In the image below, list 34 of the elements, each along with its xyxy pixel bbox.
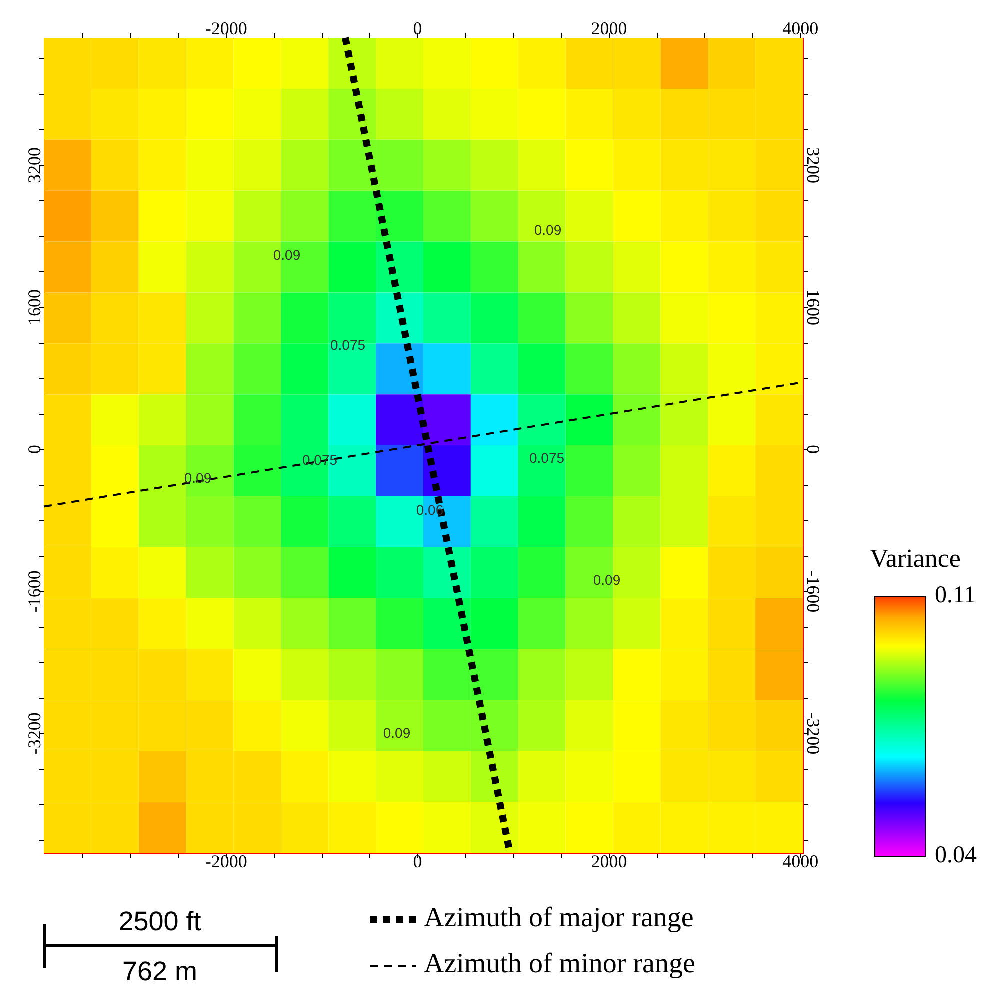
- annotation: 0.09: [184, 470, 212, 486]
- x2-tick-label: 4000: [782, 18, 819, 38]
- y-tick-label: -3200: [24, 712, 44, 755]
- y-tick-label: 1600: [24, 290, 44, 326]
- color-bar-label: 0.11: [935, 582, 976, 609]
- x2-tick-label: 0: [413, 18, 422, 38]
- x2-tick-label: 2000: [591, 18, 628, 38]
- annotation: 0.09: [593, 572, 621, 588]
- y2-tick-label: 1600: [804, 290, 824, 326]
- color-bar-label: 0.04: [935, 842, 977, 869]
- annotation: 0.09: [383, 725, 411, 741]
- annotation: 0.075: [529, 450, 565, 466]
- y2-tick-label: -1600: [804, 570, 824, 613]
- annotation: 0.09: [273, 247, 301, 263]
- x2-tick-label: -2000: [205, 18, 248, 38]
- x-tick-label: -2000: [205, 852, 248, 872]
- y-tick-label: -1600: [24, 570, 44, 613]
- x-tick-label: 4000: [782, 852, 819, 872]
- text: 762 m: [122, 956, 198, 988]
- legend-label: Azimuth of minor range: [424, 948, 696, 980]
- y2-tick-label: -3200: [804, 712, 824, 755]
- x-tick-label: 0: [413, 852, 422, 872]
- color-bar-title: Variance: [870, 544, 961, 573]
- y2-tick-label: 0: [804, 445, 824, 454]
- annotation: 0.075: [302, 452, 338, 468]
- annotation: 0.06: [416, 502, 444, 518]
- y-tick-label: 3200: [24, 147, 44, 184]
- y-tick-label: 0: [24, 445, 44, 454]
- x-tick-label: 2000: [591, 852, 628, 872]
- legend-label: Azimuth of major range: [424, 902, 694, 934]
- annotation: 0.09: [534, 222, 562, 238]
- annotation: 0.075: [330, 337, 366, 353]
- text: 2500 ft: [118, 906, 202, 938]
- y2-tick-label: 3200: [804, 147, 824, 184]
